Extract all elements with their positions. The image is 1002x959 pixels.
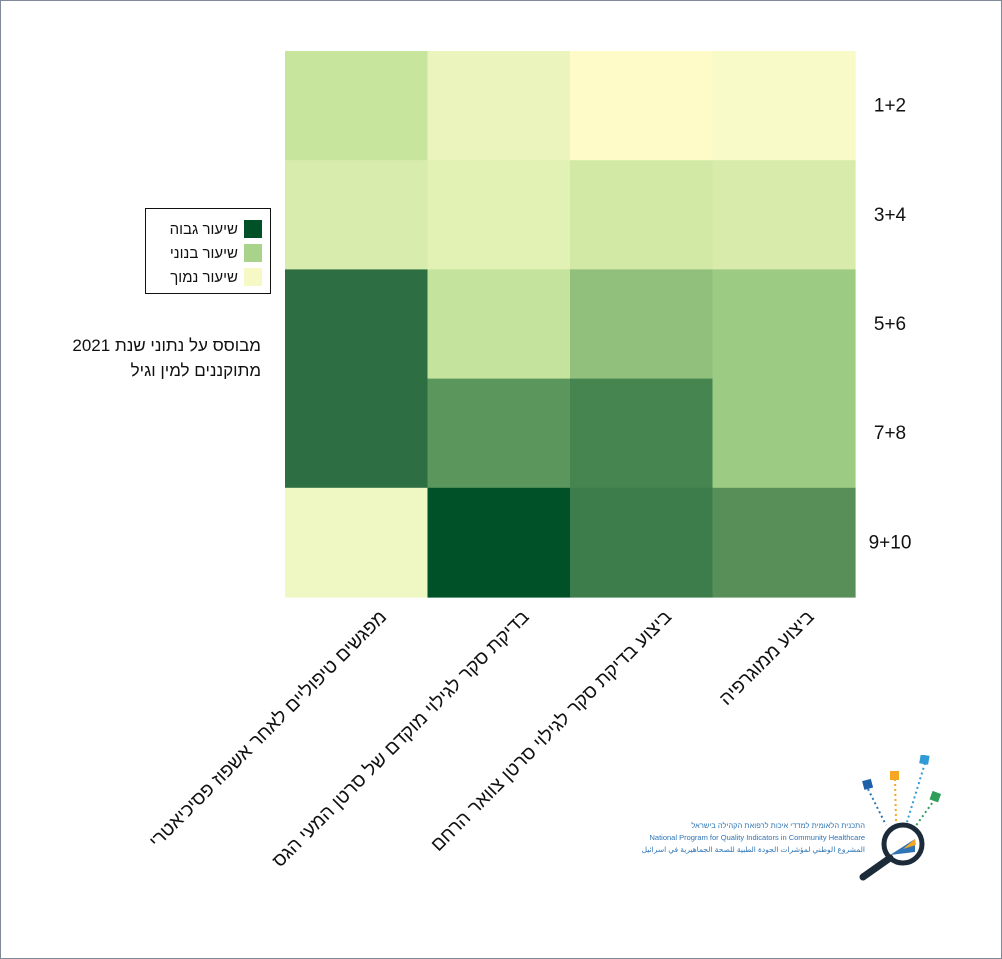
column-label: מפגשים טיפוליים לאחר אשפוז פסיכיאטרי <box>146 607 392 853</box>
heatmap-cell <box>285 378 429 489</box>
column-label: ביצוע ממוגרפיה <box>716 607 819 710</box>
legend-item-low: שיעור נמוך <box>170 267 262 287</box>
logo-text-arabic: المشروع الوطني لمؤشرات الجودة الطبية للص… <box>641 845 865 854</box>
heatmap-cell <box>427 160 571 270</box>
heatmap-cell <box>285 269 429 380</box>
row-label: 3+4 <box>874 205 907 226</box>
note-line-1: מבוסס על נתוני שנת 2021 <box>72 336 261 355</box>
row-label: 7+8 <box>874 423 906 444</box>
data-note: מבוסס על נתוני שנת 2021 מתוקננים למין וג… <box>1 333 261 383</box>
program-logo: התכנית הלאומית למדדי איכות לרפואת הקהילה… <box>585 755 950 885</box>
heatmap-cell <box>712 160 856 270</box>
legend-label-high: שיעור גבוה <box>169 220 238 238</box>
magnifier-icon <box>859 755 942 881</box>
heatmap-cell <box>712 51 856 161</box>
heatmap-cell <box>712 487 856 598</box>
legend-swatch-medium <box>244 244 262 262</box>
heatmap-cell <box>570 51 714 161</box>
heatmap-cell <box>570 487 714 598</box>
heatmap-cell <box>427 269 571 380</box>
note-line-2: מתוקננים למין וגיל <box>130 361 261 380</box>
heatmap-cell <box>285 51 429 161</box>
heatmap-cell <box>285 160 429 270</box>
row-label: 9+10 <box>869 532 912 553</box>
column-label: בדיקת סקר לגילוי מוקדם של סרטן המעי הגס <box>269 607 534 872</box>
heatmap-cell <box>570 378 714 489</box>
heatmap-cell <box>570 160 714 270</box>
legend-label-low: שיעור נמוך <box>170 268 238 286</box>
row-label: 1+2 <box>874 96 906 117</box>
legend-label-medium: שיעור בנוני <box>169 244 238 262</box>
legend-swatch-low <box>244 268 262 286</box>
legend-item-medium: שיעור בנוני <box>170 243 262 263</box>
legend-item-high: שיעור גבוה <box>170 219 262 239</box>
logo-text-english: National Program for Quality Indicators … <box>649 833 865 842</box>
row-label: 5+6 <box>874 314 906 335</box>
heatmap-cell <box>427 378 571 489</box>
legend: שיעור גבוה שיעור בנוני שיעור נמוך <box>145 208 271 294</box>
heatmap-cell <box>712 269 856 489</box>
heatmap-cell <box>427 51 571 161</box>
logo-text-hebrew: התכנית הלאומית למדדי איכות לרפואת הקהילה… <box>691 821 865 830</box>
heatmap-cell <box>427 487 571 598</box>
legend-swatch-high <box>244 220 262 238</box>
heatmap-cell <box>285 487 429 598</box>
heatmap-cell <box>570 269 714 380</box>
